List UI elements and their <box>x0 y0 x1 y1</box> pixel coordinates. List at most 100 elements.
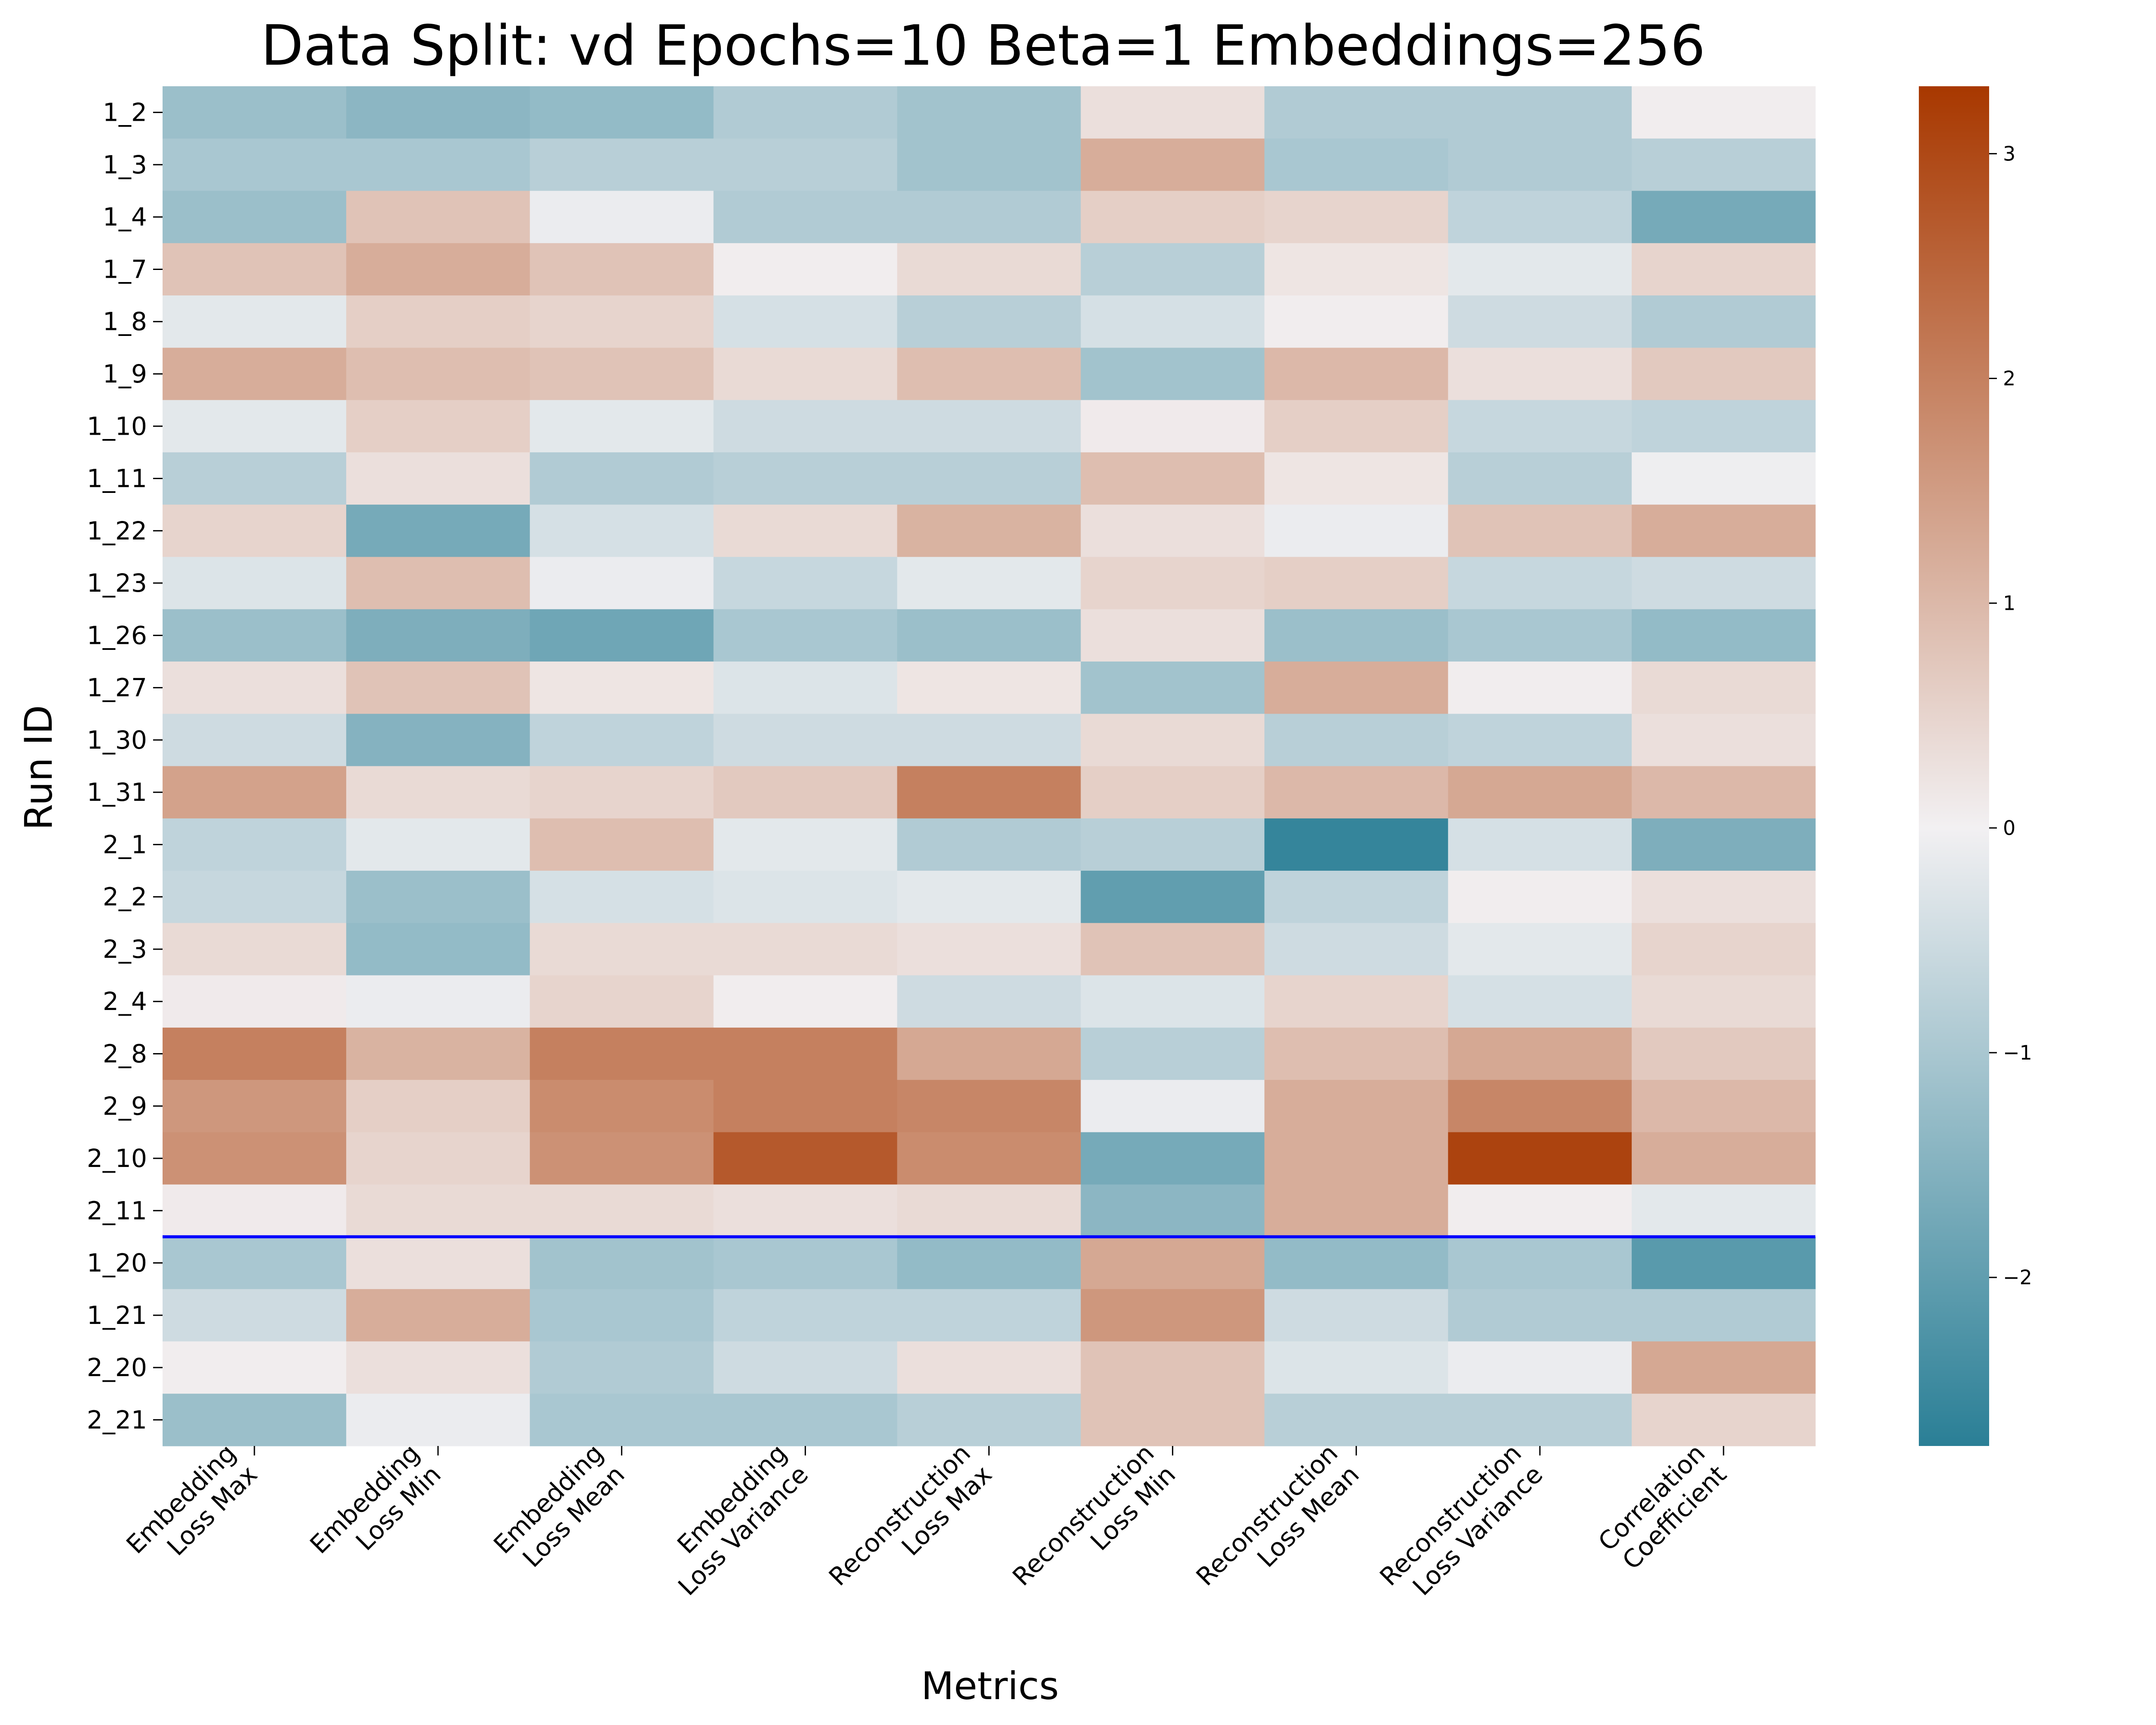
heatmap-cell-2_9-3 <box>530 1080 714 1132</box>
heatmap-cell-2_11-1 <box>163 1184 347 1237</box>
heatmap-cell-1_10-5 <box>897 400 1081 453</box>
heatmap-cell-1_2-5 <box>897 86 1081 139</box>
heatmap-cell-2_8-7 <box>1264 1027 1448 1080</box>
heatmap-cell-1_2-8 <box>1448 86 1632 139</box>
heatmap-cell-2_1-9 <box>1632 818 1816 871</box>
heatmap-cell-1_10-8 <box>1448 400 1632 453</box>
heatmap-cell-2_3-5 <box>897 923 1081 976</box>
heatmap-cell-1_27-2 <box>346 661 530 714</box>
heatmap-cell-2_21-3 <box>530 1393 714 1446</box>
heatmap-cell-1_22-6 <box>1081 505 1265 558</box>
y-tick-label-2_4: 2_4 <box>103 987 147 1016</box>
heatmap-cell-2_20-7 <box>1264 1341 1448 1394</box>
heatmap-cell-2_8-9 <box>1632 1027 1816 1080</box>
heatmap-cell-1_2-6 <box>1081 86 1265 139</box>
heatmap-cell-1_4-7 <box>1264 191 1448 244</box>
heatmap-cell-1_11-6 <box>1081 452 1265 505</box>
heatmap-cell-2_9-4 <box>713 1080 898 1132</box>
heatmap-cell-1_21-7 <box>1264 1289 1448 1342</box>
heatmap-cell-2_1-3 <box>530 818 714 871</box>
heatmap-cell-1_23-3 <box>530 557 714 610</box>
heatmap-cell-2_11-2 <box>346 1184 530 1237</box>
heatmap-cell-2_3-8 <box>1448 923 1632 976</box>
heatmap-cell-2_10-1 <box>163 1132 347 1185</box>
heatmap-cell-1_27-7 <box>1264 661 1448 714</box>
y-tick-label-1_3: 1_3 <box>103 150 147 179</box>
heatmap-cell-1_22-1 <box>163 505 347 558</box>
heatmap-cell-2_21-5 <box>897 1393 1081 1446</box>
heatmap-cell-2_2-1 <box>163 871 347 923</box>
y-tick-label-1_2: 1_2 <box>103 98 147 127</box>
heatmap-cell-1_21-9 <box>1632 1289 1816 1342</box>
heatmap-cell-1_7-3 <box>530 243 714 296</box>
colorbar-tick-label: 3 <box>2003 142 2015 165</box>
heatmap-cell-1_2-2 <box>346 86 530 139</box>
heatmap-cell-2_3-3 <box>530 923 714 976</box>
heatmap-cell-2_2-7 <box>1264 871 1448 923</box>
heatmap-cell-1_23-5 <box>897 557 1081 610</box>
heatmap-cell-2_10-9 <box>1632 1132 1816 1185</box>
heatmap-cell-1_22-7 <box>1264 505 1448 558</box>
y-tick-label-2_20: 2_20 <box>87 1353 147 1382</box>
y-tick-label-2_3: 2_3 <box>103 935 147 964</box>
heatmap-cell-1_11-9 <box>1632 452 1816 505</box>
heatmap-cell-1_26-8 <box>1448 609 1632 662</box>
heatmap-cell-2_1-7 <box>1264 818 1448 871</box>
heatmap-cell-1_9-1 <box>163 348 347 401</box>
colorbar-tick-label: 2 <box>2003 367 2015 390</box>
heatmap-cell-1_8-5 <box>897 295 1081 348</box>
heatmap-cell-1_23-1 <box>163 557 347 610</box>
heatmap-cell-2_2-9 <box>1632 871 1816 923</box>
y-tick-label-2_9: 2_9 <box>103 1091 147 1121</box>
heatmap-cell-2_2-8 <box>1448 871 1632 923</box>
heatmap-cell-2_3-1 <box>163 923 347 976</box>
y-tick-label-1_7: 1_7 <box>103 254 147 284</box>
heatmap-cell-1_10-1 <box>163 400 347 453</box>
heatmap-cell-1_22-8 <box>1448 505 1632 558</box>
heatmap-cell-1_27-3 <box>530 661 714 714</box>
heatmap-cell-1_21-8 <box>1448 1289 1632 1342</box>
heatmap-cell-1_9-4 <box>713 348 898 401</box>
heatmap-cell-1_26-4 <box>713 609 898 662</box>
x-tick-label-3: EmbeddingLoss Mean <box>488 1438 630 1581</box>
y-tick-label-1_9: 1_9 <box>103 359 147 389</box>
heatmap-cell-1_20-9 <box>1632 1236 1816 1289</box>
y-tick-label-1_30: 1_30 <box>87 725 147 755</box>
heatmap-cell-1_20-5 <box>897 1236 1081 1289</box>
colorbar-tick-label: 0 <box>2003 816 2015 840</box>
heatmap-cell-2_2-6 <box>1081 871 1265 923</box>
heatmap-cell-2_9-6 <box>1081 1080 1265 1132</box>
heatmap-cell-1_22-3 <box>530 505 714 558</box>
heatmap-cell-1_26-5 <box>897 609 1081 662</box>
heatmap-cell-1_20-7 <box>1264 1236 1448 1289</box>
heatmap-cell-1_31-5 <box>897 766 1081 819</box>
heatmap-cell-1_9-6 <box>1081 348 1265 401</box>
heatmap-cell-2_10-6 <box>1081 1132 1265 1185</box>
x-tick-label-4: EmbeddingLoss Variance <box>651 1438 814 1601</box>
heatmap-cell-1_9-2 <box>346 348 530 401</box>
x-tick-label-8: ReconstructionLoss Variance <box>1374 1438 1549 1613</box>
heatmap-cell-1_4-3 <box>530 191 714 244</box>
heatmap-cell-1_30-8 <box>1448 714 1632 767</box>
heatmap-cell-1_7-9 <box>1632 243 1816 296</box>
heatmap-cells <box>163 86 1816 1446</box>
heatmap-cell-2_8-1 <box>163 1027 347 1080</box>
heatmap-cell-2_10-5 <box>897 1132 1081 1185</box>
heatmap-cell-1_8-9 <box>1632 295 1816 348</box>
heatmap-cell-1_23-7 <box>1264 557 1448 610</box>
heatmap-cell-1_22-2 <box>346 505 530 558</box>
heatmap-cell-1_7-2 <box>346 243 530 296</box>
heatmap-cell-1_31-3 <box>530 766 714 819</box>
heatmap-cell-1_27-8 <box>1448 661 1632 714</box>
heatmap-cell-1_2-3 <box>530 86 714 139</box>
heatmap-cell-1_20-1 <box>163 1236 347 1289</box>
heatmap-cell-2_8-6 <box>1081 1027 1265 1080</box>
y-tick-label-1_4: 1_4 <box>103 202 147 232</box>
heatmap-cell-1_9-3 <box>530 348 714 401</box>
heatmap-cell-1_27-5 <box>897 661 1081 714</box>
heatmap-cell-2_4-3 <box>530 975 714 1028</box>
heatmap-cell-2_11-8 <box>1448 1184 1632 1237</box>
heatmap-cell-1_10-3 <box>530 400 714 453</box>
heatmap-cell-1_4-6 <box>1081 191 1265 244</box>
heatmap-cell-1_9-8 <box>1448 348 1632 401</box>
